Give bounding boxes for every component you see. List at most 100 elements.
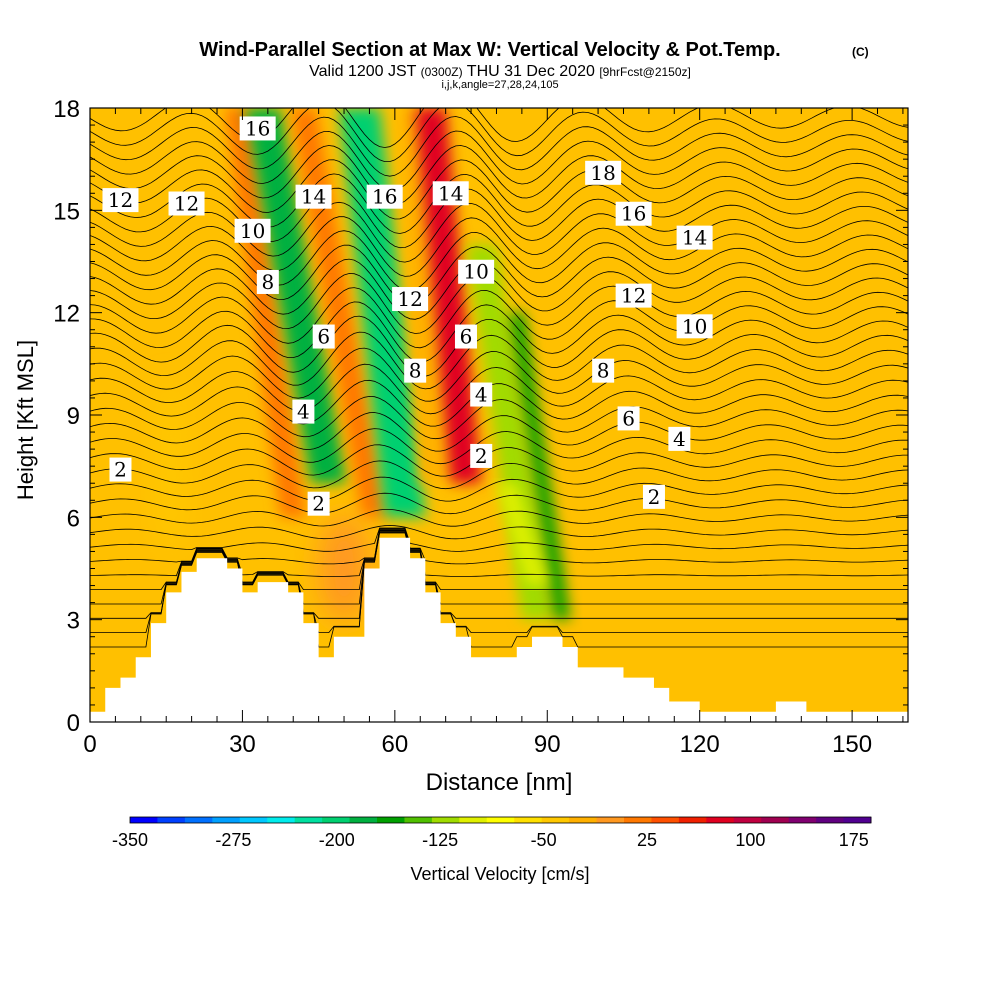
- colorbar-tick-label: 100: [735, 830, 765, 850]
- theta-label-text: 4: [475, 383, 488, 407]
- theta-label: 12: [392, 287, 429, 312]
- theta-label-box: [102, 188, 139, 213]
- theta-label: 16: [615, 201, 652, 226]
- theta-label: 10: [458, 259, 495, 284]
- x-tick-label: 150: [832, 731, 872, 758]
- y-tick-label: 12: [53, 301, 80, 328]
- theta-label-text: 12: [397, 287, 422, 311]
- vv-blob-9: [318, 513, 370, 624]
- x-tick-label: 30: [229, 731, 256, 758]
- x-tick-label: 60: [381, 731, 408, 758]
- theta-label: 12: [102, 188, 139, 213]
- colorbar-swatch: [843, 817, 872, 823]
- theta-label-box: [470, 382, 493, 407]
- colorbar-swatch: [294, 817, 323, 823]
- colorbar-swatch: [816, 817, 845, 823]
- colorbar-tick-label: -200: [319, 830, 355, 850]
- subtitle-zulu: (0300Z): [421, 65, 463, 79]
- vv-band-7: [509, 312, 571, 620]
- theta-line: [90, 145, 908, 206]
- theta-label: 2: [470, 443, 493, 468]
- colorbar-swatch: [431, 817, 460, 823]
- theta-label-box: [642, 484, 665, 509]
- colorbar-swatch: [157, 817, 186, 823]
- theta-label-box: [404, 358, 427, 383]
- theta-label-box: [256, 269, 279, 294]
- theta-label-box: [168, 191, 205, 216]
- theta-label-box: [617, 406, 640, 431]
- theta-label-box: [585, 160, 622, 185]
- y-tick-label: 9: [67, 403, 80, 430]
- y-axis-label: Height [Kft MSL]: [13, 340, 38, 500]
- y-tick-label: 0: [67, 710, 80, 737]
- colorbar-swatch: [733, 817, 762, 823]
- theta-label-box: [676, 314, 713, 339]
- theta-label-text: 16: [621, 202, 646, 226]
- theta-label: 18: [585, 160, 622, 185]
- subtitle-valid: Valid 1200 JST: [309, 63, 417, 80]
- theta-line: [90, 347, 908, 402]
- colorbar-swatch: [404, 817, 433, 823]
- theta-label-box: [592, 358, 615, 383]
- theta-label-text: 2: [475, 444, 488, 468]
- theta-label-text: 12: [174, 192, 199, 216]
- theta-line: [90, 173, 908, 234]
- colorbar-swatch: [541, 817, 570, 823]
- colorbar-swatch: [788, 817, 817, 823]
- theta-line: [90, 527, 908, 552]
- theta-label: 6: [312, 324, 335, 349]
- theta-label-text: 8: [409, 359, 422, 383]
- theta-label-text: 2: [312, 492, 325, 516]
- colorbar-tick-label: -350: [112, 830, 148, 850]
- vv-band-3: [338, 108, 426, 518]
- colorbar-swatch: [349, 817, 378, 823]
- theta-label: 4: [470, 382, 493, 407]
- colorbar-frame: [129, 816, 872, 824]
- theta-label: 14: [676, 225, 713, 250]
- theta-label: 14: [432, 181, 469, 206]
- theta-label: 14: [295, 184, 332, 209]
- theta-label: 8: [592, 358, 615, 383]
- theta-label-text: 16: [372, 185, 397, 209]
- theta-label-box: [295, 184, 332, 209]
- theta-label-text: 14: [682, 226, 707, 250]
- theta-label-box: [234, 218, 271, 243]
- theta-label-text: 12: [621, 284, 646, 308]
- theta-line: [90, 201, 908, 263]
- vv-band-8: [496, 483, 548, 586]
- theta-label-text: 6: [622, 406, 635, 430]
- theta-label-box: [366, 184, 403, 209]
- theta-line: [90, 509, 908, 527]
- colorbar-swatch: [184, 817, 213, 823]
- colorbar-swatch: [212, 817, 241, 823]
- x-tick-label: 120: [680, 731, 720, 758]
- y-tick-label: 3: [67, 608, 80, 635]
- colorbar-swatch: [706, 817, 735, 823]
- theta-label-box: [615, 283, 652, 308]
- colorbar-swatch: [377, 817, 405, 823]
- colorbar-swatch: [239, 817, 268, 823]
- colorbar-tick-label: -275: [215, 830, 251, 850]
- chart-subtitle: Valid 1200 JST (0300Z) THU 31 Dec 2020 […: [309, 63, 691, 80]
- theta-label-text: 14: [301, 185, 326, 209]
- plot-area: [90, 108, 908, 722]
- theta-label-text: 10: [682, 314, 707, 338]
- theta-label-text: 4: [673, 427, 686, 451]
- colorbar-tick-label: -125: [422, 830, 458, 850]
- theta-line: [90, 525, 908, 540]
- chart-title-mark: (C): [852, 45, 869, 59]
- theta-label: 12: [615, 283, 652, 308]
- theta-line: [90, 287, 908, 349]
- theta-label-text: 2: [114, 458, 127, 482]
- theta-line: [90, 301, 908, 363]
- theta-label: 10: [234, 218, 271, 243]
- theta-line: [90, 244, 908, 306]
- terrain: [90, 537, 908, 722]
- chart-title: Wind-Parallel Section at Max W: Vertical…: [199, 39, 780, 61]
- x-axis: 0 30 60 90 120 150: [83, 108, 904, 758]
- theta-label-box: [458, 259, 495, 284]
- colorbar-swatch: [569, 817, 598, 823]
- theta-label-box: [615, 201, 652, 226]
- theta-label-text: 12: [108, 188, 133, 212]
